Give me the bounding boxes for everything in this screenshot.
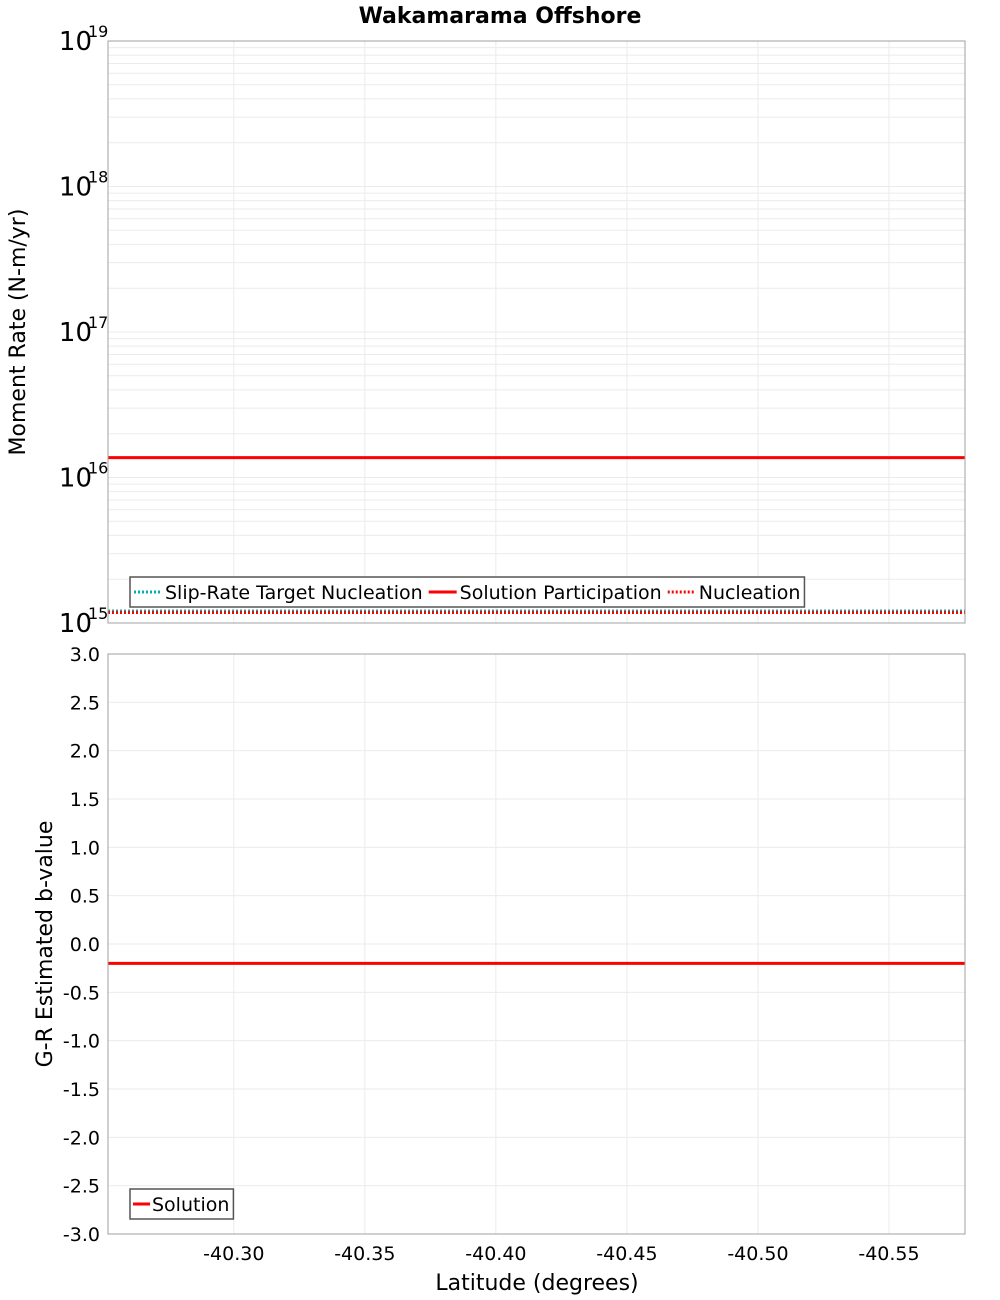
y-tick-exponent: 16 xyxy=(88,459,108,478)
x-tick-label: -40.50 xyxy=(727,1243,788,1265)
x-tick-label: -40.40 xyxy=(465,1243,526,1265)
y-tick-label: 1.5 xyxy=(70,789,100,811)
chart-figure: Wakamarama Offshore 10191018101710161015… xyxy=(0,0,1000,1300)
chart-title: Wakamarama Offshore xyxy=(359,4,642,29)
y-tick-label: -2.5 xyxy=(63,1176,100,1198)
y-tick-label: -2.0 xyxy=(63,1127,100,1149)
legend-label: Nucleation xyxy=(699,582,801,604)
y-tick-label: -1.5 xyxy=(63,1079,100,1101)
top-y-tick-labels: 10191018101710161015 xyxy=(59,22,108,639)
y-tick-label: -1.0 xyxy=(63,1031,100,1053)
y-tick-label: 2.5 xyxy=(70,692,100,714)
x-tick-labels: -40.30 -40.35 -40.40 -40.45 -40.50 -40.55 xyxy=(203,1243,919,1265)
top-y-axis-label: Moment Rate (N-m/yr) xyxy=(6,209,31,456)
bottom-legend: Solution xyxy=(130,1189,233,1219)
legend-label: Slip-Rate Target Nucleation xyxy=(165,582,423,604)
x-tick-label: -40.45 xyxy=(596,1243,657,1265)
legend-label: Solution xyxy=(152,1194,229,1216)
y-tick-exponent: 19 xyxy=(88,22,108,41)
y-tick-label: -3.0 xyxy=(63,1224,100,1246)
y-tick-label: 1.0 xyxy=(70,837,100,859)
y-tick-label: 0.0 xyxy=(70,934,100,956)
y-tick-label: -0.5 xyxy=(63,982,100,1004)
bottom-y-tick-labels: 3.0 2.5 2.0 1.5 1.0 0.5 0.0 -0.5 -1.0 -1.5 -2.0 -2.… xyxy=(63,644,100,1246)
x-axis-label: Latitude (degrees) xyxy=(435,1271,638,1296)
y-tick-label: 3.0 xyxy=(70,644,100,666)
top-legend: Slip-Rate Target Nucleation Solution Part… xyxy=(130,577,804,607)
y-tick-label: 0.5 xyxy=(70,886,100,908)
legend-label: Solution Participation xyxy=(460,582,662,604)
b-value-panel: 3.0 2.5 2.0 1.5 1.0 0.5 0.0 -0.5 -1.0 -1.5 -2.0 -2.… xyxy=(33,644,965,1296)
x-tick-label: -40.55 xyxy=(858,1243,919,1265)
y-tick-label: 2.0 xyxy=(70,741,100,763)
y-tick-exponent: 18 xyxy=(88,168,108,187)
y-tick-exponent: 15 xyxy=(88,604,108,623)
bottom-y-axis-label: G-R Estimated b-value xyxy=(33,821,58,1068)
moment-rate-panel: 10191018101710161015 Moment Rate (N-m/yr… xyxy=(6,22,965,639)
x-tick-label: -40.35 xyxy=(334,1243,395,1265)
y-tick-exponent: 17 xyxy=(88,313,108,332)
x-tick-label: -40.30 xyxy=(203,1243,264,1265)
